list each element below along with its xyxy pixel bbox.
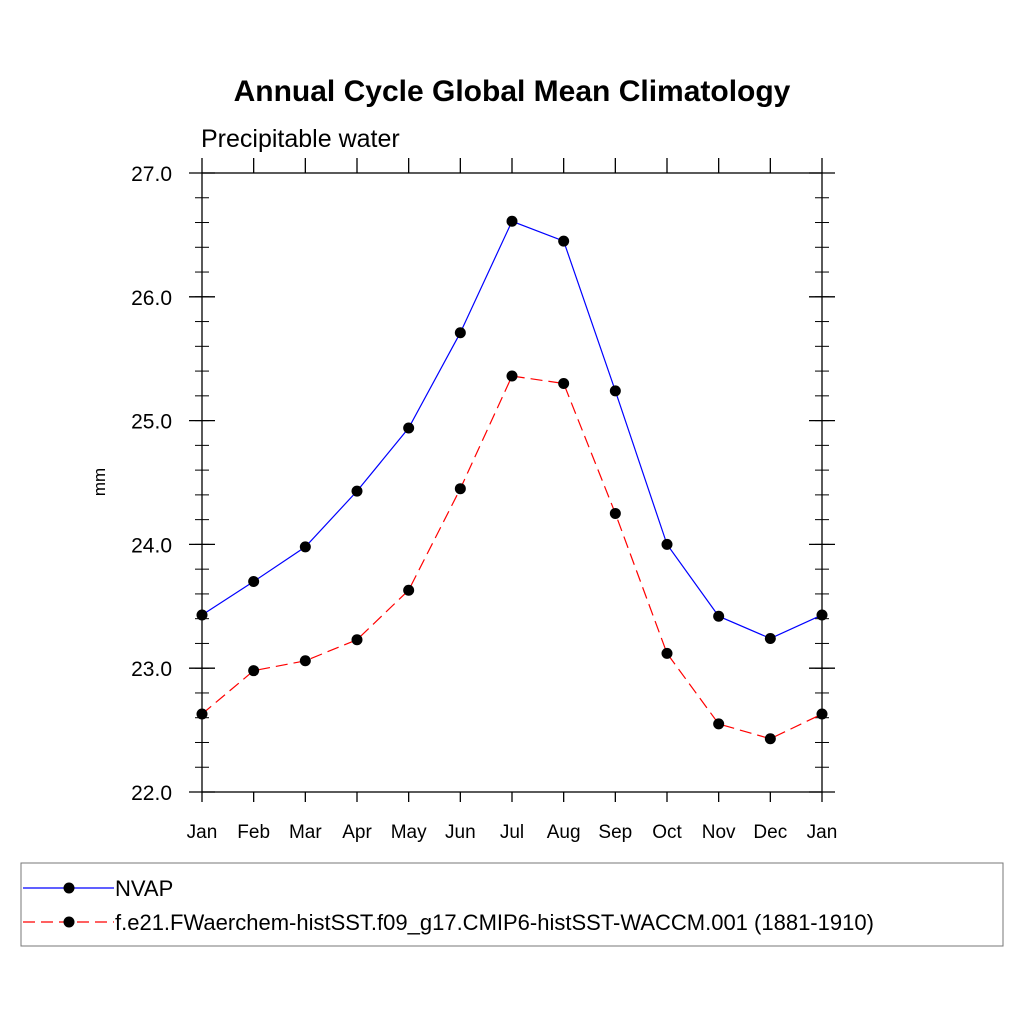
chart-subtitle: Precipitable water <box>201 125 400 153</box>
legend-label-2: f.e21.FWaerchem-histSST.f09_g17.CMIP6-hi… <box>115 910 874 935</box>
series-1-point <box>713 610 725 622</box>
x-tick-label: Feb <box>237 822 270 843</box>
y-tick-label: 23.0 <box>131 658 172 681</box>
series-1-point <box>454 327 466 339</box>
x-tick-label: Aug <box>547 822 581 843</box>
legend-label-1: NVAP <box>115 876 173 901</box>
series-1-point <box>351 485 363 497</box>
legend-box <box>20 862 1004 947</box>
x-tick-label: Apr <box>342 822 372 843</box>
y-tick-label: 25.0 <box>131 411 172 434</box>
series-1-point <box>403 422 415 434</box>
series-1-point <box>506 215 518 227</box>
x-tick-label: May <box>391 822 427 843</box>
y-axis-label: mm <box>90 468 109 496</box>
y-tick-label: 24.0 <box>131 534 172 557</box>
series-2-point <box>454 483 466 495</box>
series-1-point <box>558 235 570 247</box>
series-2-point <box>558 377 570 389</box>
x-tick-label: Jan <box>807 822 838 843</box>
x-tick-label: Jun <box>445 822 476 843</box>
series-2-point <box>661 647 673 659</box>
series-2-point <box>816 708 828 720</box>
x-tick-label: Jan <box>187 822 218 843</box>
series-2-point <box>506 370 518 382</box>
series-2-point <box>609 507 621 519</box>
legend: NVAP f.e21.FWaerchem-histSST.f09_g17.CMIP… <box>23 876 874 935</box>
series-2-point <box>764 733 776 745</box>
x-tick-label: Mar <box>289 822 322 843</box>
series-1-point <box>196 609 208 621</box>
x-tick-label: Dec <box>753 822 787 843</box>
series-line-2 <box>201 375 823 740</box>
series-1-point <box>609 385 621 397</box>
series-2-point <box>351 634 363 646</box>
series-2-point <box>248 665 260 677</box>
x-tick-label: Jul <box>500 822 524 843</box>
series-1-point <box>816 609 828 621</box>
y-tick-label: 27.0 <box>131 163 172 186</box>
series-1-point <box>299 541 311 553</box>
series-2-point <box>299 655 311 667</box>
axis-ticks: Jan Feb Mar Apr May Jun Jul Aug Sep Oct Nov Dec Jan 2… <box>131 158 837 843</box>
chart-title: Annual Cycle Global Mean Climatology <box>234 75 791 108</box>
y-tick-label: 22.0 <box>131 782 172 805</box>
y-tick-label: 26.0 <box>131 287 172 310</box>
legend-marker-2 <box>63 916 75 928</box>
series-2-point <box>713 718 725 730</box>
series-1-point <box>764 632 776 644</box>
series-2-point <box>403 584 415 596</box>
series-2-point <box>196 708 208 720</box>
series-line-1 <box>201 220 823 640</box>
x-tick-label: Oct <box>652 822 682 843</box>
x-tick-label: Nov <box>702 822 736 843</box>
x-tick-label: Sep <box>598 822 632 843</box>
legend-marker-1 <box>63 882 75 894</box>
series-1-point <box>248 576 260 588</box>
plot-frame <box>201 172 823 793</box>
series-layer <box>196 215 828 745</box>
series-1-point <box>661 538 673 550</box>
